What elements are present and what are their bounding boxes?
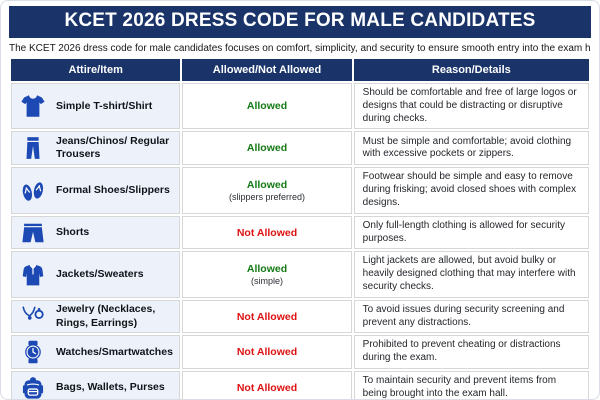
status-cell: Allowed (simple) bbox=[182, 251, 352, 298]
item-cell: Formal Shoes/Slippers bbox=[11, 167, 181, 214]
item-label: Jeans/Chinos/ Regular Trousers bbox=[56, 135, 170, 161]
column-header-reason: Reason/Details bbox=[353, 59, 589, 81]
item-cell: Jewelry (Necklaces, Rings, Earrings) bbox=[11, 299, 181, 334]
status-text: Allowed bbox=[246, 142, 288, 155]
table-row: Jackets/Sweaters Allowed (simple) Light … bbox=[11, 251, 589, 298]
table-row: Bags, Wallets, Purses Not Allowed To mai… bbox=[11, 370, 589, 399]
column-header-attire: Attire/Item bbox=[11, 59, 181, 81]
status-text: Not Allowed bbox=[236, 346, 298, 359]
item-label: Formal Shoes/Slippers bbox=[56, 184, 170, 197]
status-text: Not Allowed bbox=[236, 226, 298, 239]
item-cell: Shorts bbox=[11, 215, 181, 250]
status-text: Not Allowed bbox=[236, 310, 298, 323]
table-row: Watches/Smartwatches Not Allowed Prohibi… bbox=[11, 335, 589, 369]
reason-cell: Only full-length clothing is allowed for… bbox=[353, 215, 589, 250]
table-row: Shorts Not Allowed Only full-length clot… bbox=[11, 215, 589, 250]
table-row: Simple T-shirt/Shirt Allowed Should be c… bbox=[11, 83, 589, 130]
reason-cell: Footwear should be simple and easy to re… bbox=[353, 167, 589, 214]
status-text: Allowed bbox=[246, 100, 288, 113]
reason-cell: Prohibited to prevent cheating or distra… bbox=[353, 335, 589, 369]
item-cell: Bags, Wallets, Purses bbox=[11, 370, 181, 399]
status-text: Not Allowed bbox=[236, 381, 298, 394]
reason-cell: To maintain security and prevent items f… bbox=[353, 370, 589, 399]
item-cell: Simple T-shirt/Shirt bbox=[11, 83, 181, 130]
table-row: Jeans/Chinos/ Regular Trousers Allowed M… bbox=[11, 131, 589, 166]
status-cell: Not Allowed bbox=[182, 370, 352, 399]
table-row: Formal Shoes/Slippers Allowed (slippers … bbox=[11, 167, 589, 214]
jewelry-icon bbox=[16, 304, 50, 330]
status-text: Allowed bbox=[246, 179, 288, 192]
item-label: Simple T-shirt/Shirt bbox=[56, 99, 153, 112]
shorts-icon bbox=[16, 220, 50, 246]
page-title: KCET 2026 DRESS CODE FOR MALE CANDIDATES bbox=[9, 6, 591, 38]
reason-cell: Light jackets are allowed, but avoid bul… bbox=[353, 251, 589, 298]
table-header-row: Attire/Item Allowed/Not Allowed Reason/D… bbox=[11, 59, 589, 81]
reason-cell: Must be simple and comfortable; avoid cl… bbox=[353, 131, 589, 166]
status-cell: Not Allowed bbox=[182, 299, 352, 334]
dress-code-table: Attire/Item Allowed/Not Allowed Reason/D… bbox=[9, 57, 591, 399]
bag-icon bbox=[16, 375, 50, 399]
item-label: Bags, Wallets, Purses bbox=[56, 381, 165, 394]
item-label: Jewelry (Necklaces, Rings, Earrings) bbox=[56, 303, 156, 329]
status-note: (slippers preferred) bbox=[228, 192, 305, 203]
column-header-allowed: Allowed/Not Allowed bbox=[182, 59, 352, 81]
item-cell: Jeans/Chinos/ Regular Trousers bbox=[11, 131, 181, 166]
reason-cell: To avoid issues during security screenin… bbox=[353, 299, 589, 334]
table-row: Jewelry (Necklaces, Rings, Earrings) Not… bbox=[11, 299, 589, 334]
item-label: Shorts bbox=[56, 226, 90, 239]
reason-cell: Should be comfortable and free of large … bbox=[353, 83, 589, 130]
tshirt-icon bbox=[16, 93, 50, 119]
jeans-icon bbox=[16, 135, 50, 161]
slippers-icon bbox=[16, 178, 50, 204]
intro-text: The KCET 2026 dress code for male candid… bbox=[9, 43, 591, 54]
watch-icon bbox=[16, 339, 50, 365]
status-cell: Not Allowed bbox=[182, 335, 352, 369]
item-label: Jackets/Sweaters bbox=[56, 268, 144, 280]
status-cell: Allowed (slippers preferred) bbox=[182, 167, 352, 214]
jacket-icon bbox=[16, 262, 50, 288]
status-cell: Allowed bbox=[182, 131, 352, 166]
status-note: (simple) bbox=[250, 276, 283, 287]
status-cell: Not Allowed bbox=[182, 215, 352, 250]
status-text: Allowed bbox=[246, 263, 288, 276]
status-cell: Allowed bbox=[182, 83, 352, 130]
item-cell: Watches/Smartwatches bbox=[11, 335, 181, 369]
item-cell: Jackets/Sweaters bbox=[11, 251, 181, 298]
item-label: Watches/Smartwatches bbox=[56, 345, 173, 358]
